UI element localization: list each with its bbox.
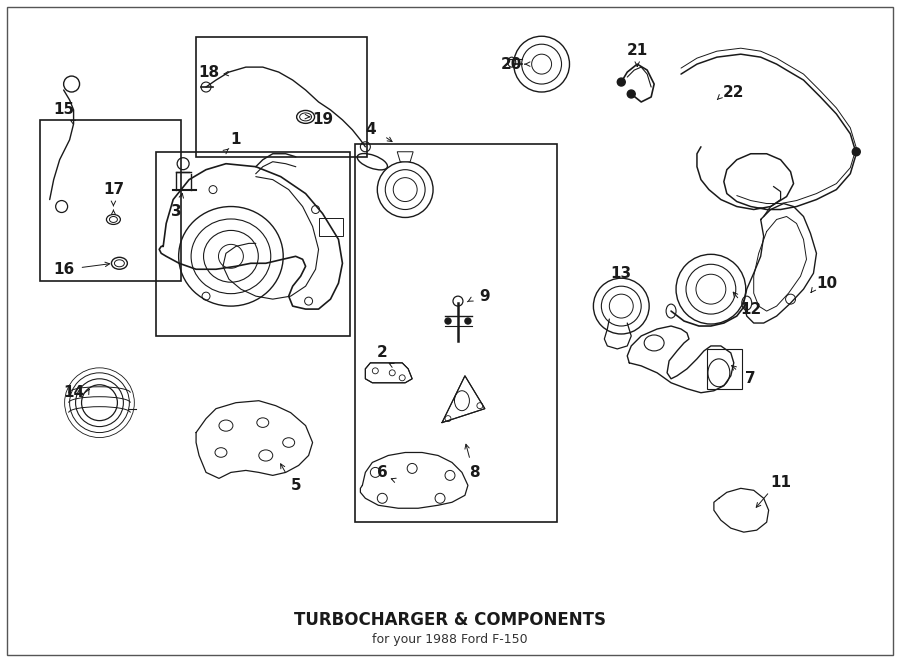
Text: TURBOCHARGER & COMPONENTS: TURBOCHARGER & COMPONENTS	[294, 611, 606, 629]
Bar	[706, 349, 742, 389]
Text: 3: 3	[171, 204, 182, 219]
Circle shape	[852, 148, 860, 156]
Circle shape	[445, 318, 451, 324]
Text: 2: 2	[377, 346, 388, 360]
Text: 5: 5	[291, 478, 301, 493]
Text: 7: 7	[745, 371, 756, 386]
Text: 1: 1	[230, 132, 241, 147]
Text: 15: 15	[53, 102, 74, 118]
Text: 22: 22	[723, 85, 744, 100]
Text: 16: 16	[53, 262, 75, 277]
Text: 4: 4	[365, 122, 375, 137]
Text: 12: 12	[740, 301, 761, 317]
Circle shape	[617, 78, 626, 86]
Polygon shape	[442, 376, 485, 422]
Polygon shape	[365, 363, 412, 383]
Bar	[356, 144, 556, 522]
Polygon shape	[397, 152, 413, 162]
Text: 20: 20	[501, 57, 522, 71]
Text: 18: 18	[199, 65, 220, 79]
Circle shape	[465, 318, 471, 324]
Bar	[40, 120, 181, 281]
Bar	[157, 152, 350, 336]
Text: 11: 11	[770, 475, 791, 490]
Text: 21: 21	[626, 43, 648, 58]
Text: 14: 14	[63, 385, 85, 401]
Bar	[196, 37, 367, 157]
Text: 13: 13	[611, 266, 632, 281]
Text: 6: 6	[377, 465, 388, 480]
Text: 10: 10	[815, 276, 837, 291]
Circle shape	[627, 90, 635, 98]
Text: 8: 8	[470, 465, 481, 480]
Text: for your 1988 Ford F-150: for your 1988 Ford F-150	[373, 633, 527, 646]
Text: 19: 19	[312, 112, 333, 128]
Text: 9: 9	[480, 289, 491, 303]
Text: 17: 17	[103, 182, 124, 197]
